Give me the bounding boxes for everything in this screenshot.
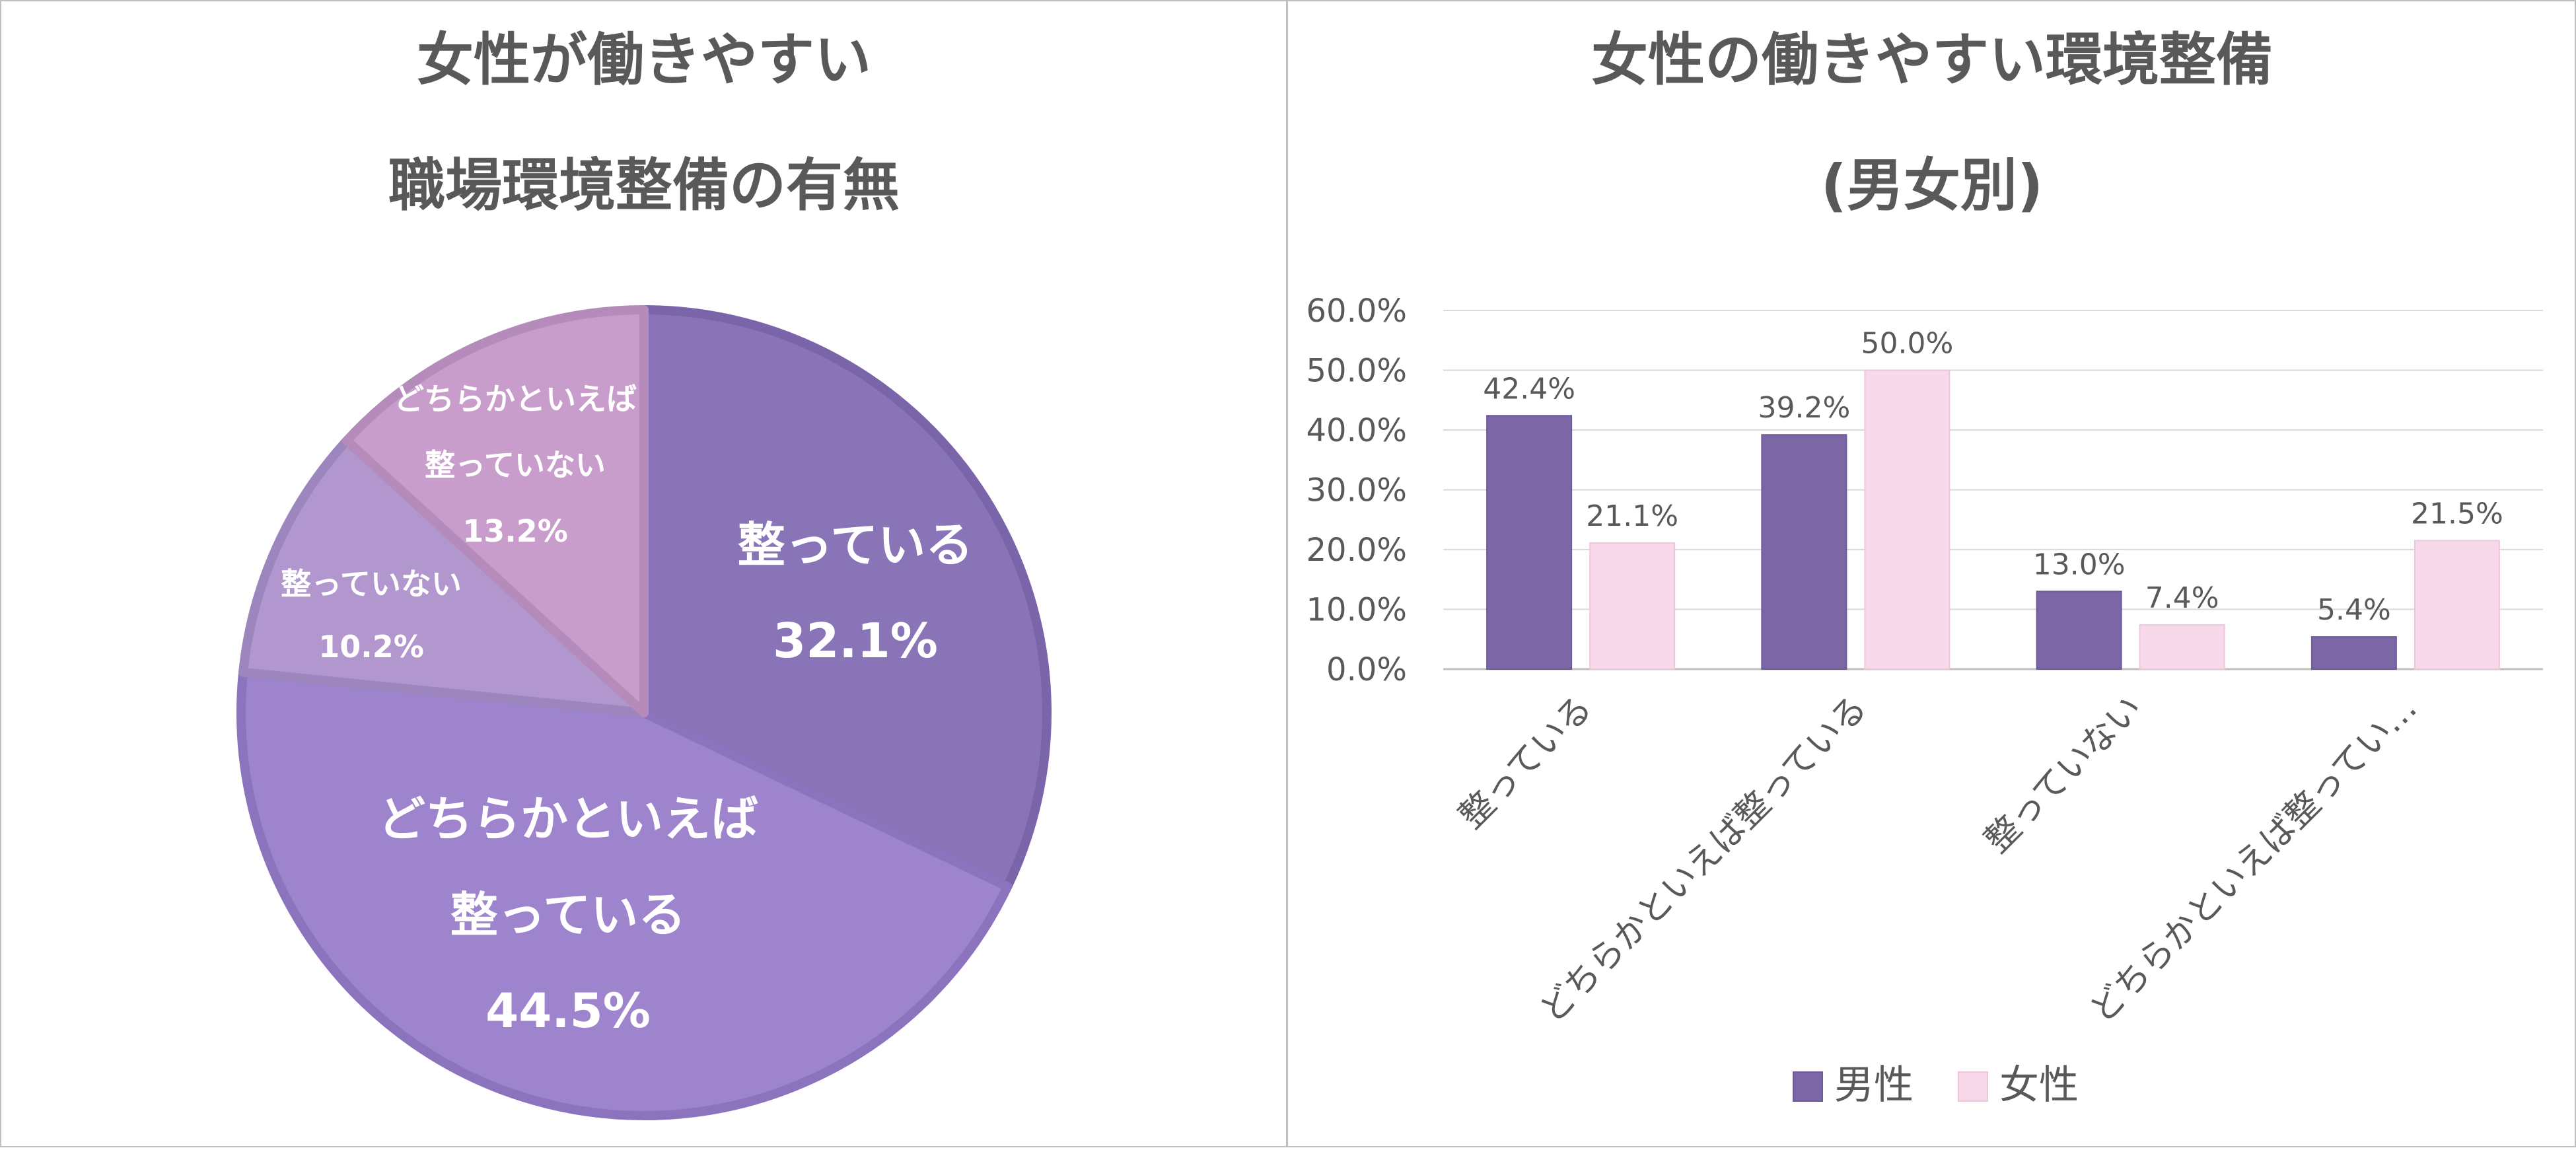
pie-slice-3-value: 10.2%	[318, 629, 424, 665]
y-tick-label-60: 60.0%	[1306, 293, 1407, 330]
bar-male-4	[2310, 636, 2397, 670]
pie-slice-1-value: 32.1%	[773, 613, 938, 668]
pie-slice-4-label-2: 整っていない	[425, 447, 606, 483]
pie-slice-2-label-2: 整っている	[450, 887, 686, 943]
bar-male-3	[2036, 591, 2122, 670]
bar-title-line-1: 女性の働きやすい環境整備	[1591, 27, 2273, 93]
y-tick-label-20: 20.0%	[1306, 532, 1407, 569]
bar-value-label-male-2: 39.2%	[1758, 391, 1850, 425]
pie-slice-4-value: 13.2%	[462, 513, 568, 549]
bar-value-label-female-4: 21.5%	[2411, 497, 2503, 530]
pie-slice-4	[342, 305, 649, 717]
y-tick-label-40: 40.0%	[1306, 412, 1407, 449]
x-category-label-1: 整っている	[1452, 688, 1600, 836]
pie-slices	[236, 305, 1052, 1120]
x-category-label-2: どちらかといえば整っている	[1532, 688, 1875, 1031]
y-tick-label-50: 50.0%	[1306, 353, 1407, 390]
bar-female-1	[1589, 542, 1676, 670]
y-tick-label-0: 0.0%	[1326, 651, 1407, 688]
bar-marks	[1486, 369, 2500, 670]
pie-slice-2-label-1: どちらかといえば	[378, 791, 758, 847]
bar-female-3	[2139, 624, 2225, 670]
bar-male-1	[1486, 415, 1573, 670]
legend-label-female: 女性	[1999, 1062, 2079, 1108]
pie-slice-4-label-1: どちらかといえば	[394, 381, 637, 417]
x-category-label-3: 整っていない	[1978, 688, 2150, 861]
right-panel-border	[1287, 0, 2576, 1147]
pie-slice-3-label-1: 整っていない	[281, 566, 462, 602]
x-category-label-4: どちらかといえば整ってい…	[2082, 688, 2425, 1031]
pie-title-line-1: 女性が働きやすい	[417, 27, 871, 93]
bar-legend: 男性 女性	[1793, 1062, 2079, 1108]
legend-label-male: 男性	[1834, 1062, 1914, 1108]
pie-slice-1-label-1: 整っている	[738, 517, 973, 573]
y-tick-label-30: 30.0%	[1306, 472, 1407, 509]
bar-value-label-female-1: 21.1%	[1586, 499, 1678, 533]
pie-slice-3	[238, 436, 649, 717]
pie-slice-2-value: 44.5%	[485, 983, 651, 1038]
bar-title-line-2: (男女別)	[1821, 153, 2044, 219]
bar-value-label-male-4: 5.4%	[2317, 593, 2391, 627]
y-tick-label-10: 10.0%	[1306, 592, 1407, 629]
legend-swatch-female	[1958, 1071, 1988, 1102]
bar-female-4	[2414, 540, 2500, 670]
pie-slice-1	[639, 305, 1052, 892]
bar-value-label-male-3: 13.0%	[2033, 548, 2126, 581]
bar-value-label-female-2: 50.0%	[1861, 327, 1953, 361]
pie-title-line-2: 職場環境整備の有無	[388, 153, 900, 219]
pie-slice-2	[236, 667, 1013, 1120]
legend-swatch-male	[1793, 1071, 1823, 1102]
bar-value-label-male-1: 42.4%	[1483, 372, 1575, 406]
bar-value-label-female-3: 7.4%	[2145, 581, 2219, 615]
bar-female-2	[1864, 369, 1950, 670]
bar-male-2	[1761, 434, 1847, 670]
